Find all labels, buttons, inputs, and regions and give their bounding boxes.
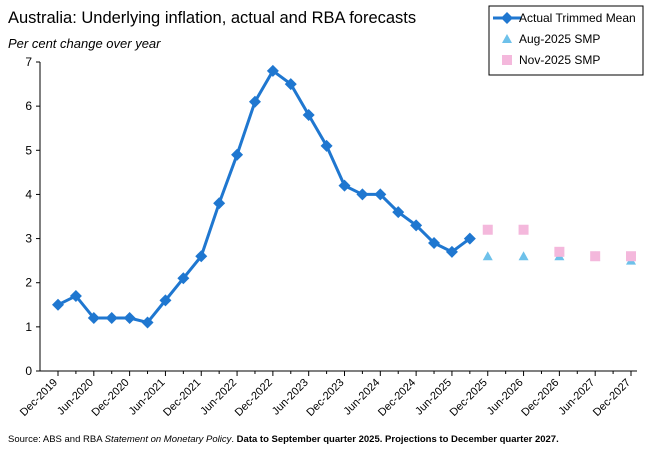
y-tick-label: 1 <box>25 320 32 334</box>
x-tick-label: Dec-2023 <box>304 377 346 419</box>
source-note: Source: ABS and RBA Statement on Monetar… <box>8 434 559 445</box>
data-point <box>177 272 190 285</box>
source-text: Statement on Monetary Policy <box>105 434 233 445</box>
data-point <box>195 250 208 263</box>
data-point <box>463 232 476 245</box>
x-tick-label: Dec-2019 <box>18 377 60 419</box>
y-tick-label: 6 <box>25 99 32 113</box>
data-point <box>518 251 529 261</box>
data-point <box>302 108 315 121</box>
data-point <box>356 188 369 201</box>
y-tick-label: 5 <box>25 143 32 157</box>
y-tick-label: 4 <box>25 187 32 201</box>
y-tick-label: 2 <box>25 276 32 290</box>
x-tick-label: Dec-2024 <box>376 377 418 419</box>
x-tick-label: Dec-2025 <box>448 377 490 419</box>
chart-subtitle: Per cent change over year <box>8 36 161 51</box>
x-tick-label: Dec-2026 <box>519 377 561 419</box>
data-point <box>213 197 226 210</box>
data-point <box>482 251 493 261</box>
data-point <box>231 148 244 161</box>
data-point <box>248 95 261 108</box>
y-tick-label: 0 <box>25 364 32 378</box>
x-tick-label: Dec-2020 <box>90 377 132 419</box>
series-line <box>57 68 471 325</box>
data-point <box>69 289 82 302</box>
data-point <box>284 78 297 91</box>
legend-marker <box>502 55 512 65</box>
data-point <box>159 294 172 307</box>
legend-marker <box>502 34 512 43</box>
source-text: Data to September quarter 2025. Projecti… <box>237 434 559 445</box>
legend-label: Nov-2025 SMP <box>519 53 600 67</box>
data-point <box>123 312 136 325</box>
data-point <box>374 188 387 201</box>
data-point <box>52 298 64 311</box>
data-point <box>428 236 441 249</box>
data-point <box>87 312 100 325</box>
y-tick-label: 7 <box>25 55 32 69</box>
data-point <box>410 219 423 232</box>
data-point <box>320 139 333 152</box>
data-point <box>141 316 154 329</box>
source-text: . <box>231 434 236 445</box>
data-point <box>445 245 458 258</box>
source-text: Source: ABS and RBA <box>8 434 105 445</box>
data-point <box>392 206 405 219</box>
data-point <box>482 224 493 235</box>
data-point <box>590 251 601 262</box>
x-tick-label: Dec-2027 <box>591 377 633 419</box>
data-point <box>518 224 529 235</box>
legend-label: Actual Trimmed Mean <box>519 11 636 25</box>
y-tick-label: 3 <box>25 232 32 246</box>
x-tick-label: Dec-2022 <box>233 377 275 419</box>
data-point <box>554 246 565 257</box>
data-point <box>626 251 636 262</box>
data-point <box>266 64 279 77</box>
data-point <box>338 179 351 192</box>
chart-title: Australia: Underlying inflation, actual … <box>8 9 416 27</box>
data-point <box>105 312 118 325</box>
legend-label: Aug-2025 SMP <box>519 32 600 46</box>
x-tick-label: Dec-2021 <box>161 377 203 419</box>
legend-marker <box>501 12 513 24</box>
